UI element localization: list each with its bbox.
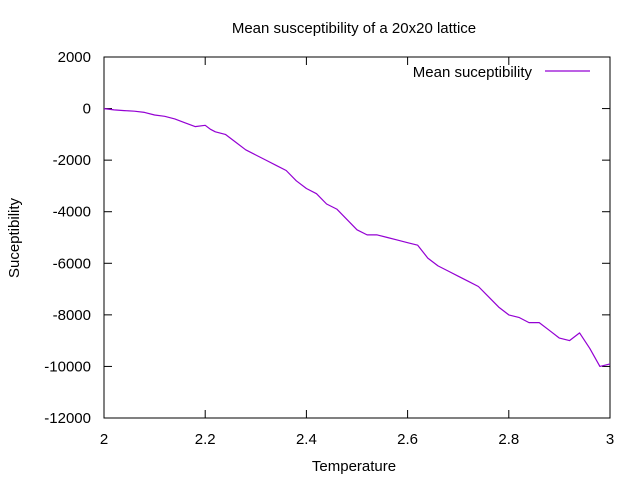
series-layer bbox=[103, 108, 611, 367]
y-tick-label: -8000 bbox=[53, 307, 91, 324]
y-tick-label: -10000 bbox=[44, 358, 91, 375]
x-axis-label: Temperature bbox=[312, 458, 396, 475]
x-tick-label: 2.8 bbox=[498, 431, 519, 448]
x-tick-label: 2.4 bbox=[296, 431, 317, 448]
legend-label: Mean suceptibility bbox=[413, 64, 533, 81]
y-axis-label: Suceptibility bbox=[6, 197, 23, 278]
x-tick-label: 2.2 bbox=[195, 431, 216, 448]
y-tick-label: -12000 bbox=[44, 410, 91, 427]
series-line-0 bbox=[103, 108, 611, 367]
y-tick-label: 0 bbox=[83, 101, 91, 118]
y-tick-label: -2000 bbox=[53, 152, 91, 169]
x-tick-label: 3 bbox=[606, 431, 614, 448]
y-axis-ticks: 2000 0 -2000 -4000 -6000 -8000 -10000 -12000 bbox=[44, 49, 610, 427]
legend: Mean suceptibility bbox=[413, 64, 590, 81]
plot-frame bbox=[103, 56, 611, 419]
x-tick-label: 2.6 bbox=[397, 431, 418, 448]
chart-title: Mean susceptibility of a 20x20 lattice bbox=[232, 20, 476, 37]
x-tick-label: 2 bbox=[100, 431, 108, 448]
y-tick-label: -6000 bbox=[53, 255, 91, 272]
x-axis-ticks: 2 2.2 2.4 2.6 2.8 3 bbox=[100, 57, 614, 448]
y-tick-label: -4000 bbox=[53, 204, 91, 221]
y-tick-label: 2000 bbox=[58, 49, 91, 66]
